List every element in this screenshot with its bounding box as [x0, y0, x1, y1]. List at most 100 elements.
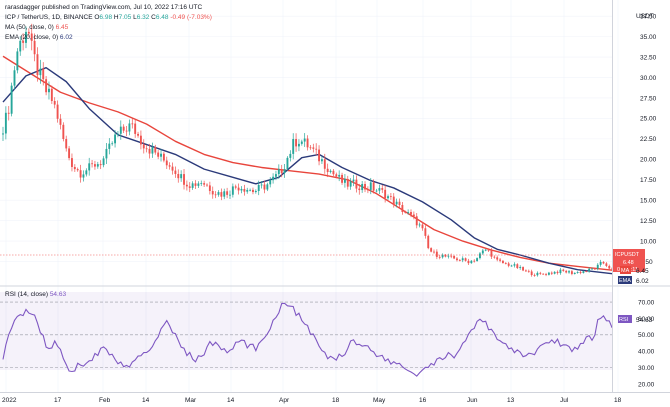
candle: [364, 181, 366, 193]
svg-text:EMA: EMA: [619, 278, 631, 284]
candle: [4, 106, 7, 140]
candlestick-series: [2, 23, 614, 277]
candle-body: [231, 186, 234, 195]
candle-body: [346, 178, 349, 187]
candle-body: [438, 256, 441, 258]
candle: [165, 156, 168, 170]
candle: [559, 267, 562, 275]
candle: [435, 249, 438, 260]
candle: [68, 145, 71, 161]
candle: [602, 261, 605, 265]
candle: [599, 259, 602, 267]
candle-body: [372, 182, 375, 191]
publisher-line: rarasdagger published on TradingView.com…: [5, 4, 202, 11]
candle: [79, 164, 82, 183]
candle-body: [148, 148, 151, 154]
candle-body: [79, 170, 82, 178]
candle-body: [484, 249, 487, 251]
candle: [254, 189, 257, 194]
candle: [481, 248, 484, 255]
rsi-legend[interactable]: RSI (14, close) 54.63: [5, 291, 67, 298]
candle-body: [352, 179, 355, 182]
candle-body: [116, 133, 119, 135]
candle: [582, 270, 585, 274]
candle: [309, 144, 312, 150]
candle-body: [214, 194, 217, 196]
candle: [450, 253, 453, 259]
candle: [412, 211, 415, 220]
published-text: published on TradingView.com, Jul 10, 20…: [41, 4, 203, 11]
candle-body: [410, 212, 412, 215]
candle-body: [473, 260, 476, 262]
candle-body: [387, 196, 389, 199]
candle: [323, 153, 326, 174]
candle-body: [519, 267, 522, 269]
candle: [355, 175, 358, 193]
candle-body: [7, 112, 10, 114]
candle-body: [297, 143, 300, 147]
x-tick-label: 17: [54, 397, 62, 404]
candle: [243, 184, 246, 196]
candle-body: [530, 271, 533, 276]
candle-body: [33, 40, 36, 55]
candle: [524, 269, 527, 272]
candle: [421, 221, 424, 231]
candle-body: [326, 168, 329, 173]
candle: [499, 257, 502, 263]
y-tick-label: 17.50: [640, 177, 657, 184]
candle: [211, 186, 214, 199]
candle: [352, 174, 355, 187]
candle: [519, 265, 522, 270]
svg-text:6.02: 6.02: [636, 278, 649, 285]
candle-body: [289, 153, 292, 158]
candle: [50, 85, 53, 104]
candle: [384, 185, 387, 203]
candle: [33, 33, 36, 62]
x-tick-label: 18: [614, 397, 622, 404]
symbol-line: ICP / TetherUS, 1D, BINANCE O6.98 H7.05 …: [5, 14, 212, 21]
candle: [168, 162, 171, 170]
candle-body: [300, 141, 303, 144]
candle-body: [447, 255, 450, 257]
candle-body: [384, 189, 387, 199]
candle: [234, 184, 237, 190]
y-tick-label: 35.00: [640, 34, 657, 41]
candle-body: [226, 191, 229, 195]
candle: [174, 166, 177, 178]
author-name[interactable]: rarasdagger: [5, 4, 41, 11]
candle: [326, 163, 329, 178]
candle-body: [2, 133, 4, 135]
candle: [62, 122, 65, 142]
candle-body: [504, 263, 507, 264]
candle: [476, 257, 479, 262]
candle: [10, 82, 13, 117]
candle: [240, 186, 243, 194]
candle: [297, 139, 300, 152]
candle: [493, 255, 496, 259]
candle-body: [591, 268, 593, 270]
candle-body: [283, 169, 286, 174]
candle-body: [539, 272, 542, 274]
candle: [375, 188, 378, 193]
candle-body: [114, 134, 117, 144]
candle-body: [415, 216, 418, 226]
x-tick-label: Feb: [99, 397, 111, 404]
candle-body: [145, 148, 148, 150]
candle-body: [309, 147, 312, 149]
ma-legend[interactable]: MA (50, close, 0) 6.45: [5, 24, 69, 31]
candle-body: [208, 185, 211, 191]
symbol-text[interactable]: ICP / TetherUS, 1D, BINANCE: [5, 14, 93, 21]
candle: [160, 148, 162, 162]
x-tick-label: 14: [227, 397, 235, 404]
candle-body: [573, 272, 576, 274]
x-tick-label: 16: [419, 397, 427, 404]
candle: [507, 261, 510, 268]
candle-body: [246, 189, 249, 192]
candle: [30, 23, 33, 51]
candle: [605, 262, 608, 268]
ema-20-path: [2, 67, 613, 275]
ema-legend[interactable]: EMA (20, close, 0) 6.02: [5, 34, 73, 41]
candle: [410, 209, 412, 218]
rsi-tick-label: 70.00: [638, 299, 655, 306]
